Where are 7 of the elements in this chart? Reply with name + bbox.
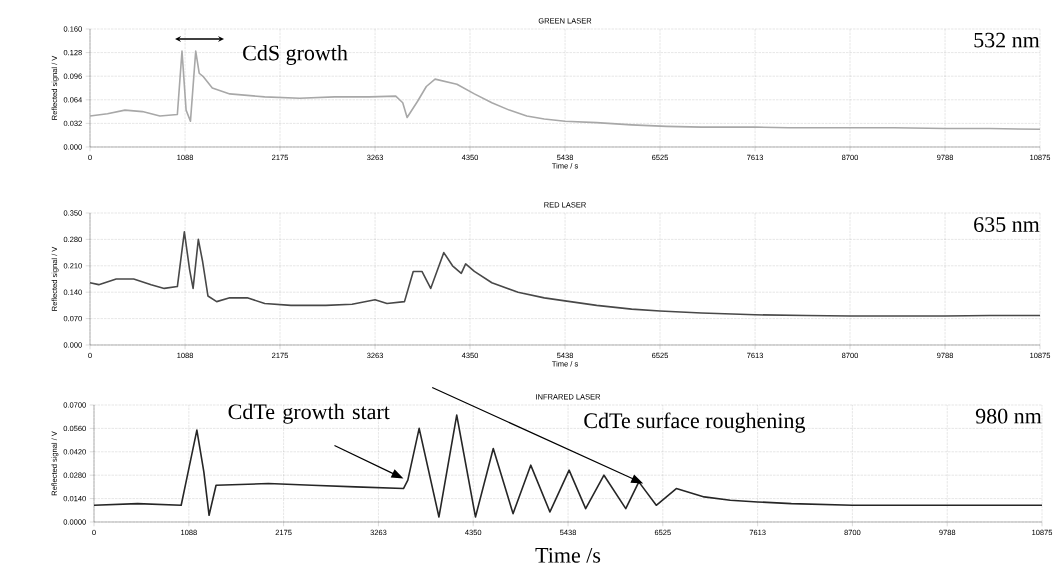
x-axis-title: Time /s xyxy=(535,547,601,563)
annotation: 532 nm xyxy=(974,32,1040,48)
annotation: 635 nm xyxy=(974,217,1040,232)
annotation: CdS growth xyxy=(243,44,348,65)
annotation: CdTe growth start xyxy=(228,403,390,424)
annotation: CdTe surface roughening xyxy=(584,412,806,433)
annotation: 980 nm xyxy=(975,408,1042,424)
